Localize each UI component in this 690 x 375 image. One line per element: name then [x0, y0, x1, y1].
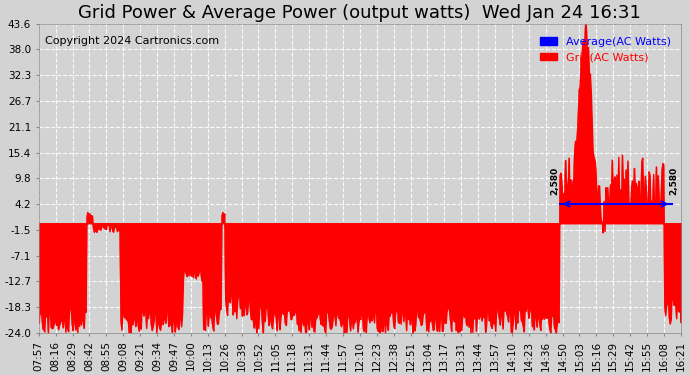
Text: Copyright 2024 Cartronics.com: Copyright 2024 Cartronics.com — [46, 36, 219, 46]
Text: 2,580: 2,580 — [670, 166, 679, 195]
Legend: Average(AC Watts), Grid(AC Watts): Average(AC Watts), Grid(AC Watts) — [536, 32, 676, 67]
Title: Grid Power & Average Power (output watts)  Wed Jan 24 16:31: Grid Power & Average Power (output watts… — [79, 4, 641, 22]
Text: 2,580: 2,580 — [550, 166, 559, 195]
